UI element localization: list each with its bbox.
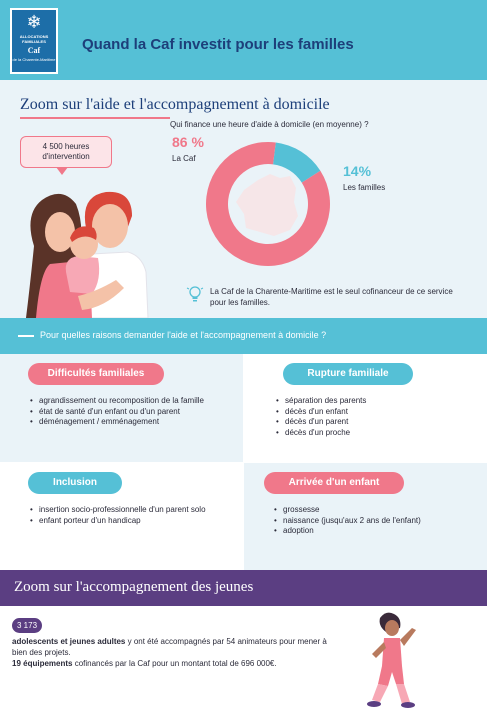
youth-bold-1: adolescents et jeunes adultes [12,637,126,646]
domicile-title: Zoom sur l'aide et l'accompagnement à do… [20,96,330,113]
list-item: décès d'un proche [276,428,476,439]
domicile-section: Zoom sur l'aide et l'accompagnement à do… [0,80,487,318]
logo-line-2: Caf [27,46,41,55]
card-inclusion: Inclusion insertion socio-professionnell… [0,463,243,571]
card-arrivee: Arrivée d'un enfant grossesse naissance … [244,463,487,571]
list-item: décès d'un parent [276,417,476,428]
list-item: séparation des parents [276,396,476,407]
list-item: adoption [274,526,479,537]
donut-slice-caf [206,142,330,266]
card-title-inclusion: Inclusion [28,472,122,494]
card-list-inclusion: insertion socio-professionnelle d'un par… [30,505,230,526]
family-label: Les familles [343,183,386,192]
card-difficultes: Difficultés familiales agrandissement ou… [0,354,243,462]
header-band: ❄ ALLOCATIONS FAMILIALES Caf de la Chare… [0,0,487,80]
snowflake-icon: ❄ [26,12,42,32]
caf-label: La Caf [172,154,196,163]
cofinancing-note: La Caf de la Charente-Maritime est le se… [210,287,453,307]
card-rupture: Rupture familiale séparation des parents… [244,354,487,462]
donut-slice-familles [273,142,321,183]
list-item: grossesse [274,505,479,516]
card-list-rupture: séparation des parents décès d'un enfant… [276,396,476,438]
logo-line-3: de la Charente-Maritime [12,57,56,62]
youth-bold-2: 19 équipements [12,659,73,668]
card-list-difficultes: agrandissement ou recomposition de la fa… [30,396,230,428]
title-underline [20,117,170,119]
bubble-tail [56,167,68,175]
list-item: enfant porteur d'un handicap [30,516,230,527]
youth-count-badge: 3 173 [12,618,43,633]
youth-text-1: y ont été accompagnés par 54 animateurs … [12,637,327,657]
reasons-title: Pour quelles raisons demander l'aide et … [40,330,327,340]
hours-bubble: 4 500 heures d'intervention [20,136,112,168]
caf-percent: 86 % [172,134,204,150]
youth-illustration [367,612,416,708]
youth-band: Zoom sur l'accompagnement des jeunes [0,570,487,606]
financing-donut-chart [206,142,330,266]
family-percent: 14% [343,163,372,179]
card-list-arrivee: grossesse naissance (jusqu'aux 2 ans de … [274,505,479,537]
page-title: Quand la Caf investit pour les familles [82,36,354,53]
chart-question: Qui finance une heure d'aide à domicile … [170,120,369,129]
youth-title: Zoom sur l'accompagnement des jeunes [14,579,254,595]
list-item: déménagement / emménagement [30,417,230,428]
lightbulb-icon [186,286,204,302]
list-item: état de santé d'un enfant ou d'un parent [30,407,230,418]
list-item: agrandissement ou recomposition de la fa… [30,396,230,407]
youth-text-2: cofinancés par la Caf pour un montant to… [72,659,277,668]
family-illustration [26,191,149,318]
card-title-difficultes: Difficultés familiales [28,363,164,385]
france-map-icon [236,174,298,236]
caf-logo: ❄ ALLOCATIONS FAMILIALES Caf de la Chare… [10,8,58,74]
list-item: décès d'un enfant [276,407,476,418]
card-title-rupture: Rupture familiale [283,363,413,385]
reasons-band: Pour quelles raisons demander l'aide et … [0,318,487,354]
list-item: naissance (jusqu'aux 2 ans de l'enfant) [274,516,479,527]
youth-text: adolescents et jeunes adultes y ont été … [12,636,342,669]
logo-line-1: ALLOCATIONS FAMILIALES [19,34,49,44]
list-item: insertion socio-professionnelle d'un par… [30,505,230,516]
card-title-arrivee: Arrivée d'un enfant [264,472,404,494]
reasons-dash [18,335,34,337]
